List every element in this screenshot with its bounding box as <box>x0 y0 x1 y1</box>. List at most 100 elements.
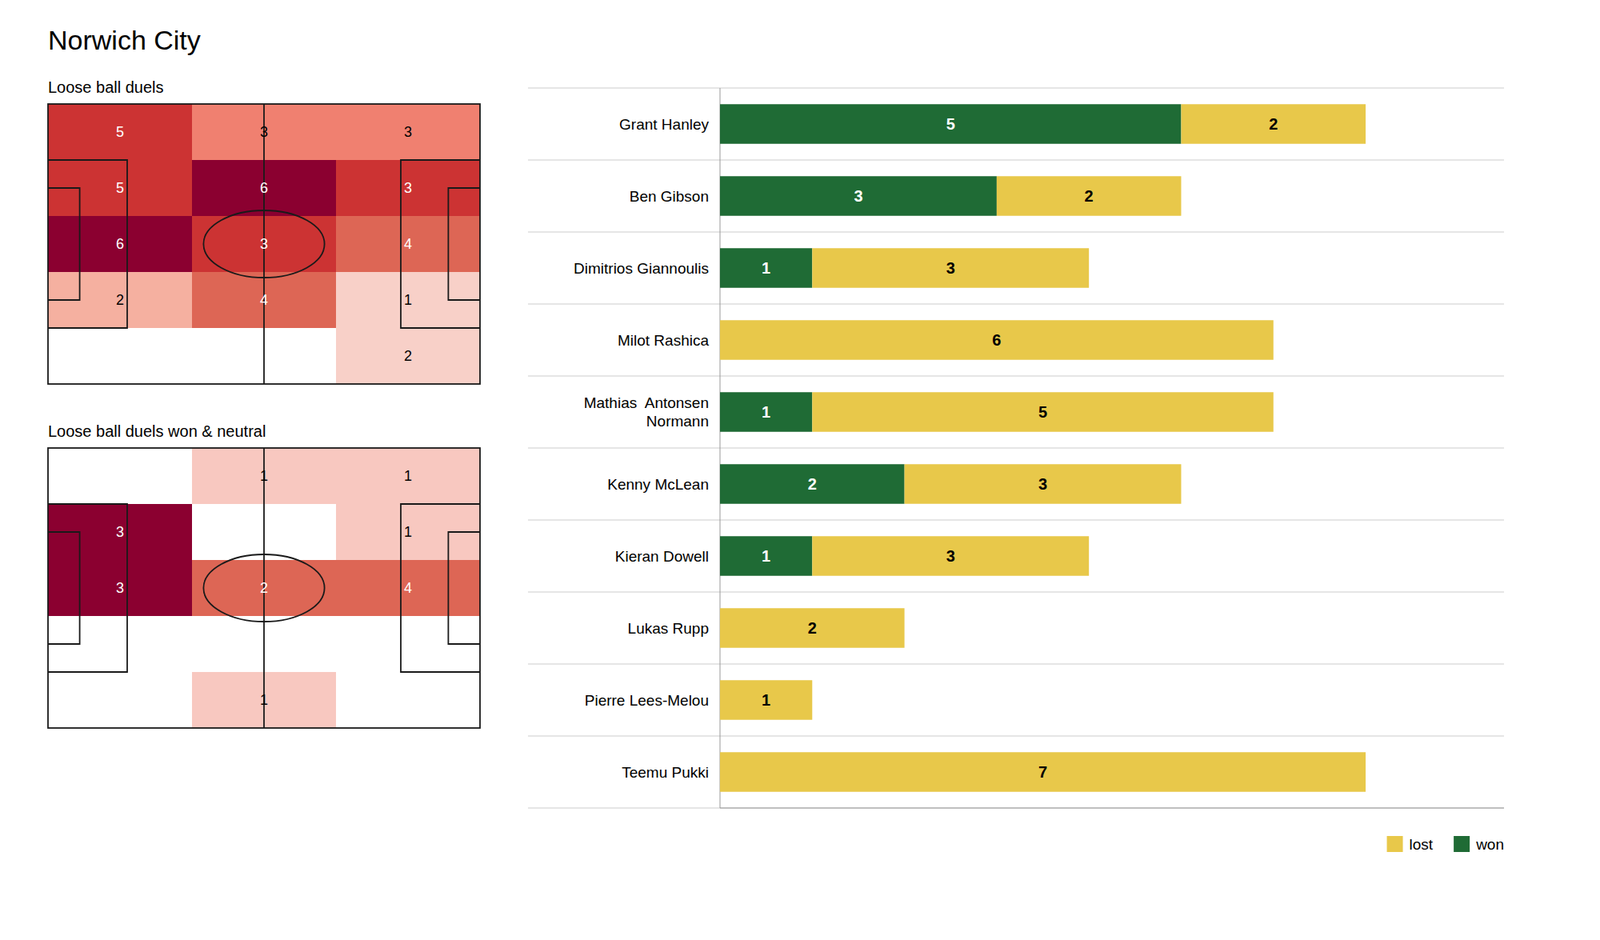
category-label-line: Mathias Antonsen <box>584 394 709 412</box>
category-label: Lukas Rupp <box>628 620 709 637</box>
bar-segment <box>720 176 997 216</box>
heatmap-cell <box>336 448 480 504</box>
legend-label: lost <box>1409 836 1434 853</box>
heatmap-cell <box>48 216 192 272</box>
center-circle <box>203 210 324 278</box>
legend: won lost <box>1387 836 1504 853</box>
bar-labels: 5232136152313217 <box>761 115 1278 781</box>
pitch-boundary <box>48 448 480 728</box>
bar-segment <box>720 536 812 576</box>
data-label: 6 <box>260 180 268 196</box>
category-label-line: Dimitrios Giannoulis <box>573 260 709 277</box>
data-label: 3 <box>946 259 956 277</box>
center-circle <box>203 554 324 622</box>
legend-label: won <box>1475 836 1504 853</box>
data-label: 2 <box>1268 115 1278 133</box>
data-label: 1 <box>761 691 771 709</box>
chart-root: Norwich City Loose ball duels 5 3 3 5 6 3 6 3 4 2 4 1… <box>0 0 1600 940</box>
data-label: 5 <box>116 124 124 140</box>
bar-segment <box>720 608 905 648</box>
category-label: Mathias AntonsenNormann <box>584 394 709 430</box>
heatmap <box>48 448 480 728</box>
category-label: Grant Hanley <box>619 116 709 133</box>
data-label: 3 <box>853 187 863 205</box>
row-separator <box>528 664 1504 665</box>
category-label-line: Normann <box>646 412 709 430</box>
bar-segment <box>720 752 1366 792</box>
heatmap-cell <box>48 104 192 160</box>
data-label: 1 <box>260 468 268 484</box>
legend-swatch <box>1387 836 1404 852</box>
axis-line <box>720 808 1504 809</box>
row-separator <box>528 448 1504 449</box>
data-label: 4 <box>404 236 412 252</box>
pitch-lines <box>48 448 480 728</box>
goal-box <box>48 532 80 644</box>
title: Norwich City <box>48 24 201 56</box>
data-label: 3 <box>260 236 268 252</box>
penalty-area <box>400 504 480 672</box>
data-label: 2 <box>260 580 268 596</box>
data-label: 1 <box>761 259 771 277</box>
data-label: 3 <box>404 180 412 196</box>
data-label: 6 <box>992 331 1001 349</box>
data-label: 2 <box>404 348 412 364</box>
row-separator <box>528 520 1504 521</box>
row-separator <box>528 808 1504 809</box>
category-label-line: Kieran Dowell <box>615 548 709 565</box>
bar-segment <box>812 536 1089 576</box>
data-label: 3 <box>946 547 956 565</box>
category-label-line: Milot Rashica <box>617 332 709 349</box>
bar-segment <box>720 320 1274 360</box>
category-label-line: Lukas Rupp <box>628 620 709 637</box>
heatmap-cell <box>336 104 480 160</box>
data-label: 1 <box>761 547 771 565</box>
heatmap-cell <box>336 216 480 272</box>
bar-segment <box>720 104 1181 144</box>
heatmap-cell <box>48 672 192 728</box>
row-separator <box>528 376 1504 377</box>
heatmap-cell <box>48 448 192 504</box>
category-label: Kenny McLean <box>607 476 709 493</box>
category-label-line: Kenny McLean <box>607 476 709 493</box>
penalty-area <box>400 160 480 328</box>
heatmap-cell <box>336 328 480 384</box>
category-label-line: Grant Hanley <box>619 116 709 133</box>
heatmap-cell <box>48 328 192 384</box>
heatmap <box>48 104 480 384</box>
bar-segment <box>904 464 1182 504</box>
data-label: 3 <box>116 580 124 596</box>
category-label-line: Pierre Lees-Melou <box>584 692 709 709</box>
goal-box <box>448 532 480 644</box>
bar-segment <box>720 464 905 504</box>
row-separator <box>528 232 1504 233</box>
row-separator <box>528 592 1504 593</box>
data-label: 6 <box>116 236 124 252</box>
bars <box>720 104 1366 792</box>
data-label: 2 <box>116 292 124 308</box>
data-label: 2 <box>1084 187 1094 205</box>
data-label: 3 <box>260 124 268 140</box>
data-label: 1 <box>260 692 268 708</box>
background <box>0 0 1600 940</box>
pitch-boundary <box>48 104 480 384</box>
bar-segment <box>812 248 1089 288</box>
row-separator <box>528 160 1504 161</box>
penalty-area <box>48 160 128 328</box>
penalty-area <box>48 504 128 672</box>
category-label: Ben Gibson <box>629 188 709 205</box>
subtitle: Loose ball duels won & neutral <box>48 422 266 440</box>
bar-segment <box>720 248 812 288</box>
bar-segment <box>1180 104 1366 144</box>
bar-segment <box>720 392 812 432</box>
subtitle: Loose ball duels <box>48 78 164 96</box>
row-separator <box>528 88 1504 89</box>
heatmap-cell <box>336 560 480 616</box>
bar-segment <box>996 176 1182 216</box>
row-separator <box>528 304 1504 305</box>
data-label: 4 <box>260 292 268 308</box>
category-label: Milot Rashica <box>617 332 709 349</box>
pitch-lines <box>48 104 480 384</box>
data-label: 5 <box>946 115 956 133</box>
category-label: Pierre Lees-Melou <box>584 692 709 709</box>
